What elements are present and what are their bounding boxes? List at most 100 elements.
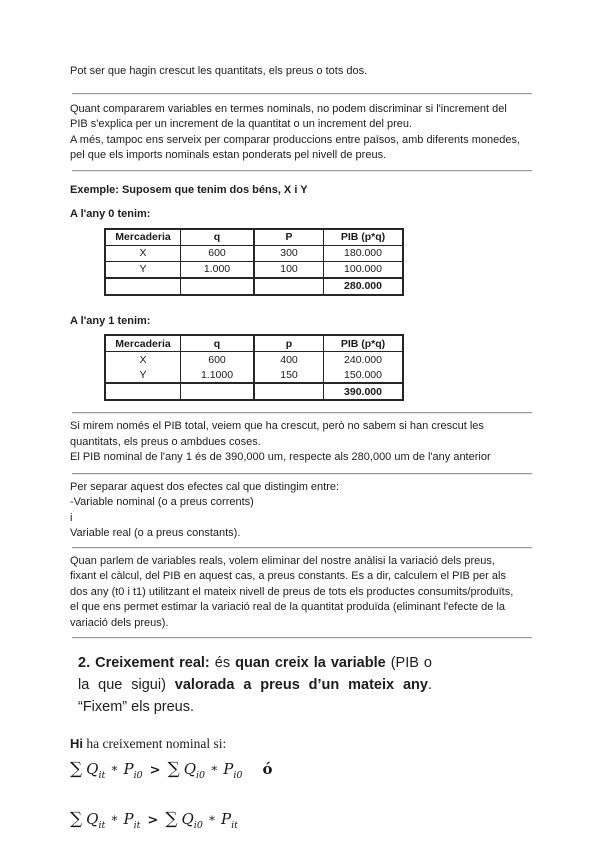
table-total-cell — [180, 276, 255, 295]
sigma-symbol: ∑ — [70, 809, 83, 829]
table-total-cell — [253, 382, 324, 401]
divider — [72, 169, 532, 172]
text-run: “Fixem” els preus. — [78, 699, 195, 715]
sigma-symbol: ∑ — [167, 759, 180, 779]
math-subscript: it — [98, 820, 106, 831]
table-total-cell — [104, 276, 181, 295]
table-header-row: Mercaderia q p PIB (p*q) — [104, 334, 404, 352]
divider — [72, 546, 532, 549]
table-total-cell: 280.000 — [323, 276, 404, 295]
formula-nominal-1: ∑ Qit∗ Pi0 > ∑ Qi0∗ Pi0 ó — [70, 759, 536, 780]
table-header-row: Mercaderia q P PIB (p*q) — [104, 228, 404, 246]
sigma-symbol: ∑ — [70, 759, 83, 779]
text-line: 2. Creixement real: és quan creix la var… — [78, 652, 432, 674]
paragraph-intro: Pot ser que hagin crescut les quantitats… — [70, 65, 368, 77]
divider — [72, 412, 532, 414]
text-run: valorada a preus d’un mateix any — [174, 677, 428, 693]
table-header-cell: P — [253, 228, 324, 246]
paragraph-real-variables: Quan parlem de variables reals, volem el… — [70, 554, 514, 629]
sigma-symbol: ∑ — [165, 809, 178, 829]
math-variable: Qit — [86, 760, 106, 781]
text-run: la que sigui) — [78, 677, 175, 693]
text-run: és — [209, 655, 236, 671]
table-total-cell — [180, 382, 255, 401]
table-cell: X — [104, 351, 181, 367]
math-variable: Qi0 — [181, 810, 203, 831]
divider — [72, 472, 532, 475]
text-run: . — [427, 677, 432, 693]
table-cell: 150.000 — [323, 367, 404, 383]
text-line: la que sigui) valorada a preus d’un mate… — [78, 674, 432, 696]
table-cell: 400 — [253, 351, 324, 367]
table-year1: Mercaderia q p PIB (p*q) X 600 400 240.000 Y 1.10… — [104, 334, 404, 401]
text-line: Hi ha creixement nominal si: — [70, 735, 536, 752]
math-operator: ∗ — [110, 811, 119, 825]
year1-label: A l'any 1 tenim: — [70, 314, 151, 327]
table-header-cell: PIB (p*q) — [323, 228, 404, 246]
section2-heading: 2. Creixement real: és quan creix la var… — [78, 652, 432, 718]
table-total-row: 390.000 — [104, 382, 404, 401]
text-run: Hi — [70, 736, 83, 751]
table-total-cell: 390.000 — [323, 382, 404, 401]
table-cell: 150 — [253, 367, 324, 383]
nominal-growth-heading: Hi ha creixement nominal si: — [70, 735, 536, 752]
table-row: X 600 300 180.000 — [104, 244, 404, 262]
math-variable: Pi0 — [223, 760, 243, 781]
text-run: quan creix la variable — [235, 655, 386, 671]
math-variable: Pi0 — [123, 760, 143, 781]
math-subscript: i0 — [193, 820, 203, 831]
table-cell: 1.1000 — [180, 367, 255, 383]
math-subscript: it — [133, 820, 141, 831]
divider — [72, 92, 532, 95]
math-operator: > — [149, 763, 161, 778]
table-header-cell: PIB (p*q) — [323, 334, 404, 352]
table-cell: 240.000 — [323, 351, 404, 367]
table-total-cell — [104, 382, 181, 401]
text-line: “Fixem” els preus. — [78, 696, 432, 718]
table-cell: 600 — [180, 351, 255, 367]
math-subscript: it — [98, 770, 106, 781]
table-total-cell — [253, 276, 324, 295]
table-header-cell: Mercaderia — [104, 228, 181, 246]
table-cell: 300 — [253, 244, 324, 262]
table-cell: 180.000 — [323, 244, 404, 262]
table-cell: 100 — [253, 260, 324, 278]
math-subscript: it — [231, 820, 238, 831]
table-total-row: 280.000 — [104, 276, 404, 295]
math-variable: Qit — [86, 810, 106, 831]
math-operator: > — [147, 813, 159, 828]
math-subscript: i0 — [233, 770, 243, 781]
paragraph-distinguish: Per separar aquest dos efectes cal que d… — [70, 480, 340, 540]
table-year0: Mercaderia q P PIB (p*q) X 600 300 180.000 Y 1.00… — [104, 227, 404, 296]
table-row: X 600 400 240.000 — [104, 351, 404, 367]
table-cell: 100.000 — [323, 260, 404, 278]
math-variable: Pit — [221, 810, 238, 831]
math-subscript: i0 — [133, 770, 143, 781]
table-row: Y 1.000 100 100.000 — [104, 260, 404, 278]
page-content: Pot ser que hagin crescut les quantitats… — [70, 65, 536, 830]
table-header-cell: Mercaderia — [104, 334, 181, 352]
paragraph-nominal-comparison: Quant compararem variables en termes nom… — [70, 102, 520, 162]
year0-label: A l'any 0 tenim: — [70, 208, 151, 220]
math-operator: ∗ — [210, 761, 219, 775]
table-cell: X — [104, 244, 181, 262]
table-cell: Y — [104, 367, 181, 383]
math-variable: Pit — [123, 810, 141, 831]
math-operator: ∗ — [110, 761, 119, 775]
math-operator: ∗ — [207, 811, 217, 825]
formula-nominal-2: ∑ Qit∗ Pit > ∑ Qi0∗ Pit — [70, 809, 536, 830]
math-subscript: i0 — [196, 770, 206, 781]
paragraph-pib-total: Si mirem només el PIB total, veiem que h… — [70, 420, 491, 463]
table-cell: Y — [104, 260, 181, 278]
text-run: ha creixement nominal si: — [83, 736, 227, 751]
divider — [72, 637, 532, 639]
table-header-cell: p — [253, 334, 324, 352]
table-row: Y 1.1000 150 150.000 — [104, 367, 404, 383]
table-header-cell: q — [180, 228, 255, 246]
table-cell: 600 — [180, 244, 255, 262]
math-text: ó — [262, 760, 273, 778]
example-title: Exemple: Suposem que tenim dos béns, X i… — [70, 183, 308, 196]
table-cell: 1.000 — [180, 260, 255, 278]
text-run: 2. Creixement real: — [78, 655, 210, 671]
